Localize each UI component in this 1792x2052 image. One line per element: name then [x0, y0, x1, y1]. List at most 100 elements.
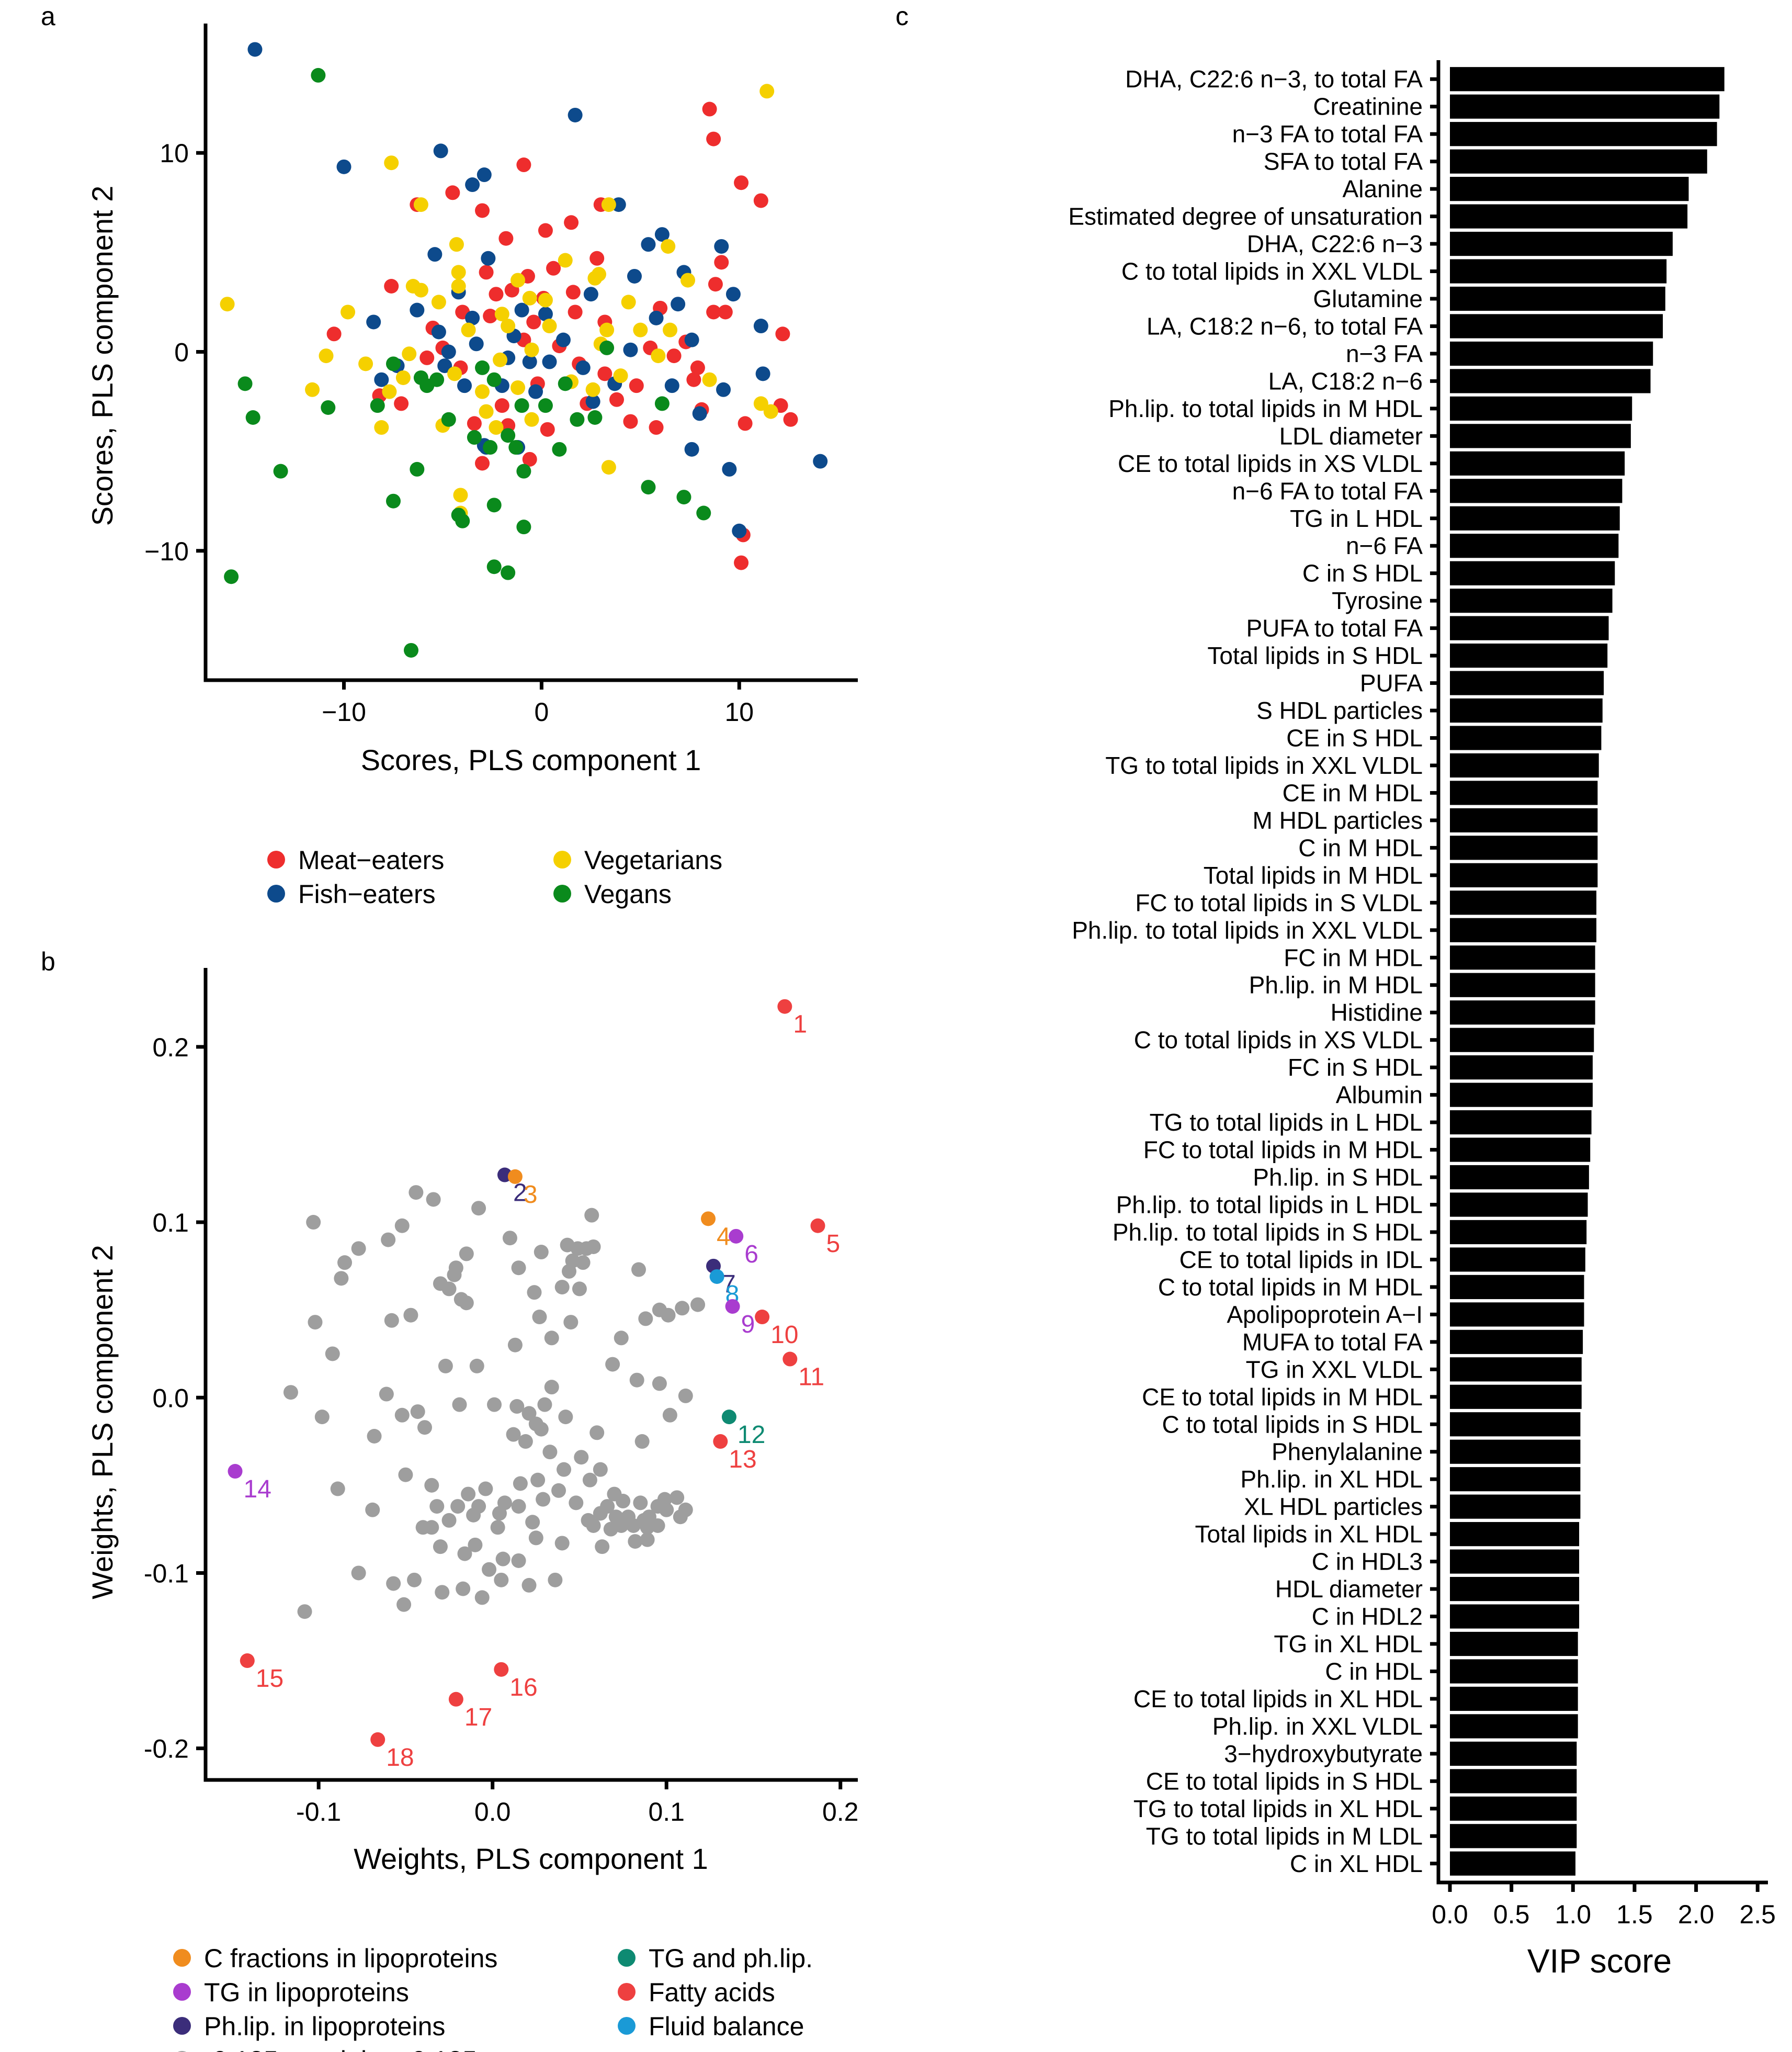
vip-bar	[1450, 1028, 1594, 1052]
vip-bar	[1450, 589, 1613, 613]
scatter-point-vegans	[321, 400, 336, 415]
scatter-point-fish-eaters	[366, 314, 381, 330]
scatter-point-vegetarians	[702, 372, 717, 387]
weight-point-grey	[582, 1472, 597, 1487]
vip-bar	[1450, 671, 1604, 695]
scatter-point-meat-eaters	[629, 378, 644, 393]
weight-point-4	[701, 1211, 716, 1226]
scatter-point-vegans	[475, 360, 490, 375]
vip-bar-label: SFA to total FA	[1264, 148, 1423, 175]
weight-point-label-17: 17	[464, 1704, 492, 1731]
weight-point-label-6: 6	[744, 1241, 758, 1268]
weight-point-grey	[461, 1486, 476, 1502]
scatter-point-vegetarians	[524, 342, 539, 357]
scatter-point-vegetarians	[601, 460, 616, 475]
vip-bar	[1450, 1137, 1591, 1162]
legend-label-vegetarians: Vegetarians	[584, 845, 722, 875]
scatter-point-meat-eaters	[734, 175, 749, 190]
weight-point-grey	[557, 1462, 572, 1477]
weight-point-grey	[534, 1422, 549, 1437]
weight-point-9	[725, 1299, 740, 1314]
weight-point-grey	[468, 1537, 483, 1552]
scatter-point-vegans	[273, 464, 288, 479]
scatter-point-meat-eaters	[483, 309, 498, 324]
legend-label-fish-eaters: Fish−eaters	[298, 880, 436, 909]
scatter-point-meat-eaters	[564, 215, 579, 230]
weight-point-grey	[542, 1445, 558, 1460]
scatter-point-fish-eaters	[755, 366, 770, 381]
scatter-point-vegetarians	[382, 384, 397, 399]
vip-bar	[1450, 1467, 1581, 1492]
weight-point-grey	[521, 1577, 537, 1593]
vip-bar	[1450, 1824, 1577, 1848]
scatter-point-vegetarians	[384, 155, 399, 171]
vip-bar-label: LDL diameter	[1279, 422, 1423, 449]
vip-bar	[1450, 534, 1619, 558]
weight-point-3	[507, 1169, 523, 1184]
vip-bar	[1450, 1549, 1580, 1574]
vip-bar	[1450, 1741, 1577, 1766]
scatter-point-vegetarians	[542, 319, 557, 334]
panel-a-x-ticks: −10 0 10	[322, 680, 754, 727]
weight-point-grey	[394, 1407, 410, 1423]
vip-bar	[1450, 753, 1599, 778]
weight-point-grey	[589, 1425, 605, 1440]
weight-point-grey	[572, 1281, 587, 1296]
scatter-point-fish-eaters	[555, 332, 571, 347]
vip-bar	[1450, 1494, 1581, 1519]
vip-bar-label: CE to total lipids in XL HDL	[1133, 1685, 1423, 1712]
scatter-point-vegetarians	[451, 265, 466, 280]
weight-point-grey	[283, 1385, 298, 1400]
weight-point-14	[228, 1464, 243, 1479]
scatter-point-fish-eaters	[627, 268, 642, 284]
scatter-point-vegetarians	[763, 404, 778, 419]
scatter-point-fish-eaters	[433, 143, 448, 159]
vip-bar-label: TG to total lipids in M LDL	[1146, 1822, 1423, 1850]
weight-point-grey	[607, 1486, 622, 1502]
scatter-point-fish-eaters	[649, 310, 664, 325]
scatter-point-vegans	[370, 398, 385, 413]
scatter-point-fish-eaters	[481, 251, 496, 266]
weight-point-5	[810, 1218, 825, 1233]
vip-bar-label: C to total lipids in XS VLDL	[1134, 1027, 1423, 1054]
scatter-point-meat-eaters	[783, 412, 798, 427]
scatter-point-vegans	[641, 480, 656, 495]
scatter-point-meat-eaters	[714, 255, 729, 270]
weight-point-grey	[494, 1572, 509, 1587]
vip-bar-label: FC to total lipids in S VLDL	[1135, 889, 1423, 916]
x-tick-label: 2.0	[1678, 1900, 1715, 1929]
scatter-point-vegans	[508, 440, 524, 455]
weight-point-grey	[513, 1476, 528, 1491]
scatter-point-meat-eaters	[475, 456, 490, 471]
vip-bar	[1450, 726, 1602, 750]
scatter-point-fish-eaters	[336, 159, 351, 174]
scatter-point-fish-eaters	[692, 406, 707, 421]
x-tick-label: 2.5	[1739, 1900, 1776, 1929]
weight-point-grey	[532, 1310, 547, 1325]
weight-point-grey	[662, 1407, 677, 1423]
vip-bar-label: Glutamine	[1313, 285, 1423, 312]
vip-bar-label: Ph.lip. in XXL VLDL	[1212, 1712, 1423, 1740]
vip-bar-label: C in S HDL	[1302, 560, 1423, 587]
weight-point-grey	[365, 1502, 380, 1517]
x-tick-label: 0.0	[474, 1797, 511, 1826]
vip-bar-label: TG to total lipids in L HDL	[1150, 1109, 1423, 1136]
scatter-point-fish-eaters	[431, 324, 446, 340]
vip-bar	[1450, 479, 1623, 503]
scatter-point-fish-eaters	[457, 378, 472, 393]
scatter-point-fish-eaters	[522, 354, 537, 369]
vip-bar	[1450, 506, 1620, 531]
scatter-point-vegetarians	[453, 488, 468, 503]
weight-point-grey	[678, 1388, 693, 1403]
vip-bar-label: n−3 FA to total FA	[1232, 120, 1423, 148]
vip-bar	[1450, 1275, 1584, 1299]
scatter-point-meat-eaters	[702, 102, 717, 117]
scatter-point-fish-eaters	[725, 287, 741, 302]
scatter-point-vegans	[501, 565, 516, 580]
vip-bar	[1450, 1302, 1584, 1327]
vip-bar	[1450, 177, 1689, 201]
weight-point-label-7: 7	[722, 1270, 736, 1298]
weight-point-grey	[386, 1576, 401, 1591]
weight-point-grey	[536, 1492, 551, 1507]
scatter-point-meat-eaters	[706, 305, 721, 320]
